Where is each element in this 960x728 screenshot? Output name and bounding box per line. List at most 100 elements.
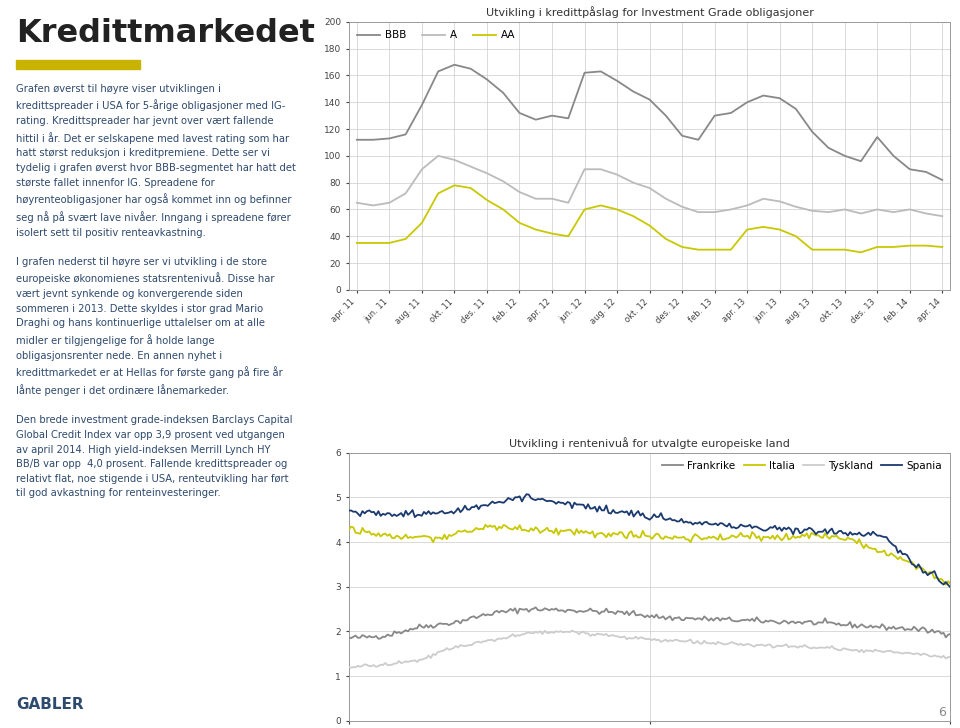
Frankrike — [714, 617, 726, 625]
Frankrike — [530, 603, 541, 612]
Frankrike — [906, 625, 918, 634]
A — [888, 207, 900, 216]
BBB — [546, 111, 558, 120]
BBB — [708, 111, 720, 120]
BBB — [595, 67, 607, 76]
Spania — [804, 523, 815, 532]
BBB — [725, 108, 736, 117]
A — [757, 194, 769, 203]
Line: AA: AA — [357, 186, 943, 253]
BBB — [806, 127, 818, 136]
Italia — [610, 529, 621, 538]
AA — [417, 218, 428, 227]
BBB — [432, 67, 444, 76]
Tyskland — [566, 626, 578, 635]
A — [708, 207, 720, 216]
AA — [497, 205, 509, 214]
Legend: BBB, A, AA: BBB, A, AA — [354, 27, 518, 43]
BBB — [660, 111, 672, 120]
A — [481, 169, 492, 178]
BBB — [921, 167, 932, 176]
BBB — [741, 98, 753, 106]
Frankrike — [589, 606, 601, 615]
Tyskland — [346, 663, 357, 672]
AA — [677, 242, 688, 251]
A — [660, 194, 672, 203]
Text: Kredittmarkedet: Kredittmarkedet — [16, 18, 315, 50]
AA — [465, 183, 476, 192]
BBB — [351, 135, 363, 144]
Frankrike — [913, 627, 924, 636]
A — [530, 194, 541, 203]
A — [595, 165, 607, 173]
Spania — [343, 507, 354, 515]
Text: 6: 6 — [938, 706, 946, 719]
A — [465, 162, 476, 171]
BBB — [465, 64, 476, 73]
A — [741, 201, 753, 210]
Title: Utvikling i rentenivuå for utvalgte europeiske land: Utvikling i rentenivuå for utvalgte euro… — [509, 438, 790, 449]
AA — [432, 189, 444, 198]
Text: GABLER: GABLER — [16, 697, 84, 712]
AA — [774, 225, 785, 234]
BBB — [790, 105, 802, 114]
BBB — [677, 131, 688, 140]
Frankrike — [372, 634, 384, 643]
Tyskland — [343, 662, 354, 671]
Spania — [520, 490, 532, 499]
BBB — [823, 143, 834, 152]
AA — [400, 234, 412, 243]
AA — [579, 205, 590, 214]
Italia — [343, 526, 354, 534]
AA — [514, 218, 525, 227]
AA — [660, 234, 672, 243]
BBB — [937, 175, 948, 184]
Spania — [945, 583, 956, 592]
BBB — [417, 100, 428, 109]
AA — [921, 241, 932, 250]
Bar — [16, 60, 139, 69]
Tyskland — [805, 644, 817, 653]
AA — [839, 245, 851, 254]
AA — [628, 212, 639, 221]
Italia — [910, 565, 922, 574]
BBB — [384, 134, 396, 143]
A — [384, 199, 396, 207]
Italia — [903, 558, 915, 566]
BBB — [448, 60, 460, 69]
A — [806, 207, 818, 215]
Frankrike — [612, 606, 623, 615]
A — [497, 177, 509, 186]
AA — [595, 201, 607, 210]
BBB — [481, 75, 492, 84]
BBB — [644, 95, 656, 104]
AA — [855, 248, 867, 257]
AA — [481, 196, 492, 205]
A — [937, 212, 948, 221]
Frankrike — [343, 633, 354, 642]
AA — [612, 205, 623, 214]
AA — [725, 245, 736, 254]
A — [823, 207, 834, 216]
Tyskland — [714, 638, 726, 647]
Italia — [480, 521, 492, 529]
BBB — [692, 135, 704, 144]
A — [774, 197, 785, 206]
AA — [368, 239, 379, 248]
Italia — [804, 534, 815, 542]
BBB — [904, 165, 916, 173]
BBB — [872, 132, 883, 141]
AA — [806, 245, 818, 254]
A — [677, 202, 688, 211]
AA — [872, 242, 883, 251]
Line: Frankrike: Frankrike — [348, 607, 950, 638]
AA — [563, 232, 574, 241]
AA — [708, 245, 720, 254]
A — [855, 209, 867, 218]
AA — [904, 241, 916, 250]
A — [417, 165, 428, 173]
Line: A: A — [357, 156, 943, 216]
Line: Spania: Spania — [348, 494, 950, 587]
A — [563, 199, 574, 207]
AA — [692, 245, 704, 254]
